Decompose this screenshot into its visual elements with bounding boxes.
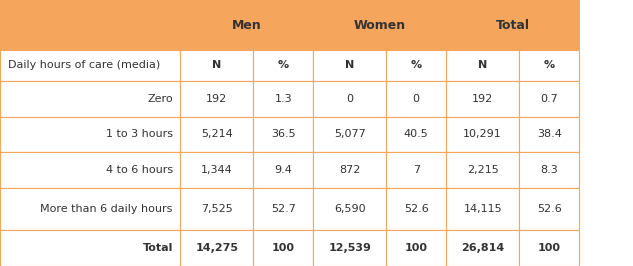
Text: 1,344: 1,344 (201, 165, 233, 175)
Text: Total: Total (142, 243, 173, 253)
Text: 52.6: 52.6 (537, 204, 561, 214)
Bar (253, 152, 313, 188)
Bar (180, 152, 253, 188)
Text: 10,291: 10,291 (463, 130, 502, 139)
Text: More than 6 daily hours: More than 6 daily hours (41, 204, 173, 214)
Bar (446, 50, 519, 81)
Text: 0: 0 (346, 94, 353, 103)
Bar (519, 188, 579, 230)
Bar (446, 117, 519, 152)
Bar (0, 117, 180, 152)
Bar (446, 230, 519, 266)
Bar (446, 188, 519, 230)
Text: 4 to 6 hours: 4 to 6 hours (106, 165, 173, 175)
Text: 100: 100 (537, 243, 561, 253)
Bar (446, 152, 519, 188)
Text: 5,077: 5,077 (334, 130, 366, 139)
Text: 52.6: 52.6 (404, 204, 429, 214)
Bar (519, 81, 579, 117)
Bar (0, 188, 180, 230)
Bar (386, 230, 446, 266)
Text: 6,590: 6,590 (334, 204, 365, 214)
Text: 38.4: 38.4 (537, 130, 561, 139)
Bar (386, 152, 446, 188)
Text: Total: Total (496, 19, 530, 31)
Text: 0: 0 (413, 94, 420, 103)
Text: 1.3: 1.3 (275, 94, 292, 103)
Bar (180, 0, 313, 50)
Text: 100: 100 (404, 243, 428, 253)
Bar (313, 152, 386, 188)
Bar (519, 230, 579, 266)
Bar (0, 152, 180, 188)
Text: 8.3: 8.3 (540, 165, 558, 175)
Bar (313, 81, 386, 117)
Text: 5,214: 5,214 (201, 130, 233, 139)
Bar (180, 81, 253, 117)
Text: %: % (278, 60, 289, 70)
Text: 0.7: 0.7 (540, 94, 558, 103)
Bar (446, 81, 519, 117)
Bar (180, 230, 253, 266)
Text: 1 to 3 hours: 1 to 3 hours (106, 130, 173, 139)
Bar (180, 188, 253, 230)
Bar (519, 50, 579, 81)
Bar (0, 50, 180, 81)
Text: 14,115: 14,115 (463, 204, 502, 214)
Text: %: % (544, 60, 555, 70)
Bar (386, 117, 446, 152)
Text: Women: Women (354, 19, 406, 31)
Text: 12,539: 12,539 (329, 243, 371, 253)
Bar (519, 152, 579, 188)
Bar (313, 230, 386, 266)
Text: 36.5: 36.5 (271, 130, 296, 139)
Text: 872: 872 (339, 165, 360, 175)
Text: N: N (478, 60, 487, 70)
Bar (180, 117, 253, 152)
Text: 14,275: 14,275 (196, 243, 238, 253)
Bar (0, 230, 180, 266)
Bar (313, 50, 386, 81)
Bar (253, 230, 313, 266)
Bar (253, 188, 313, 230)
Text: 40.5: 40.5 (404, 130, 429, 139)
Bar (313, 0, 446, 50)
Bar (253, 117, 313, 152)
Bar (446, 0, 579, 50)
Bar (253, 50, 313, 81)
Bar (253, 81, 313, 117)
Text: Daily hours of care (media): Daily hours of care (media) (8, 60, 160, 70)
Bar (386, 81, 446, 117)
Text: 7,525: 7,525 (201, 204, 233, 214)
Text: Men: Men (232, 19, 261, 31)
Bar (180, 50, 253, 81)
Bar (313, 117, 386, 152)
Text: 9.4: 9.4 (274, 165, 292, 175)
Text: 2,215: 2,215 (467, 165, 499, 175)
Bar (0, 0, 180, 50)
Text: 52.7: 52.7 (271, 204, 296, 214)
Text: %: % (411, 60, 422, 70)
Text: 100: 100 (272, 243, 295, 253)
Text: Zero: Zero (147, 94, 173, 103)
Text: N: N (212, 60, 222, 70)
Bar (519, 117, 579, 152)
Text: 7: 7 (413, 165, 420, 175)
Bar (313, 188, 386, 230)
Bar (0, 81, 180, 117)
Text: N: N (345, 60, 354, 70)
Bar (386, 50, 446, 81)
Text: 192: 192 (206, 94, 227, 103)
Bar (386, 188, 446, 230)
Text: 26,814: 26,814 (461, 243, 505, 253)
Text: 192: 192 (472, 94, 493, 103)
